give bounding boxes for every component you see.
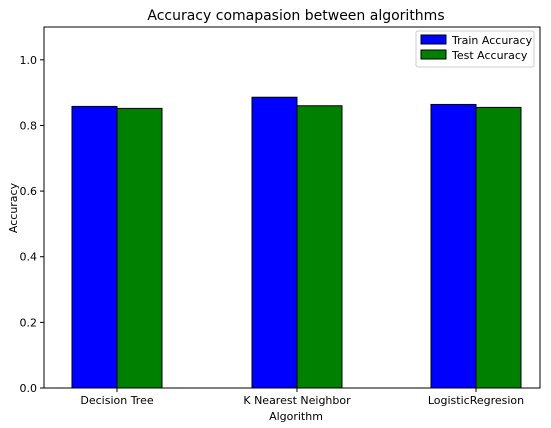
legend-label: Test Accuracy xyxy=(451,49,528,62)
legend-label: Train Accuracy xyxy=(451,34,533,47)
y-tick-label: 0.2 xyxy=(20,316,38,329)
x-tick-label: LogisticRegresion xyxy=(428,394,524,407)
bar xyxy=(430,103,477,389)
legend-swatch xyxy=(420,34,447,45)
y-tick-label: 0.0 xyxy=(20,382,38,395)
legend-swatch xyxy=(420,49,447,60)
y-axis-label: Accuracy xyxy=(7,182,20,233)
y-axis: 0.0 0.2 0.4 0.6 0.8 1.0 xyxy=(20,54,44,395)
x-tick-label: Decision Tree xyxy=(80,394,153,407)
plot-frame xyxy=(43,26,541,389)
legend: Train Accuracy Test Accuracy xyxy=(415,30,535,68)
bar xyxy=(296,105,343,389)
y-tick-label: 0.8 xyxy=(20,119,38,132)
bar xyxy=(251,96,298,389)
x-tick-label: K Nearest Neighbor xyxy=(243,394,351,407)
x-axis: Decision Tree K Nearest Neighbor LogisticR… xyxy=(80,388,524,407)
y-tick-label: 1.0 xyxy=(20,54,38,67)
bar xyxy=(71,105,118,389)
chart-title: Accuracy comapasion between algorithms xyxy=(147,8,444,24)
bar xyxy=(475,106,522,389)
bars-group xyxy=(71,96,522,389)
bar xyxy=(116,107,163,389)
x-axis-label: Algorithm xyxy=(269,410,323,423)
y-tick-label: 0.6 xyxy=(20,185,38,198)
y-tick-label: 0.4 xyxy=(20,251,38,264)
